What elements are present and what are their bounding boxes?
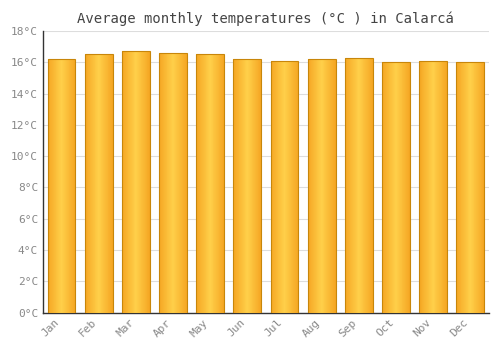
Bar <box>234 59 262 313</box>
Bar <box>456 62 484 313</box>
Bar <box>196 54 224 313</box>
Bar <box>419 61 447 313</box>
Bar <box>159 53 187 313</box>
Bar <box>122 51 150 313</box>
Title: Average monthly temperatures (°C ) in Calarcá: Average monthly temperatures (°C ) in Ca… <box>78 11 454 26</box>
Bar <box>308 59 336 313</box>
Bar <box>270 61 298 313</box>
Bar <box>345 57 373 313</box>
Bar <box>382 62 410 313</box>
Bar <box>85 54 112 313</box>
Bar <box>48 59 76 313</box>
